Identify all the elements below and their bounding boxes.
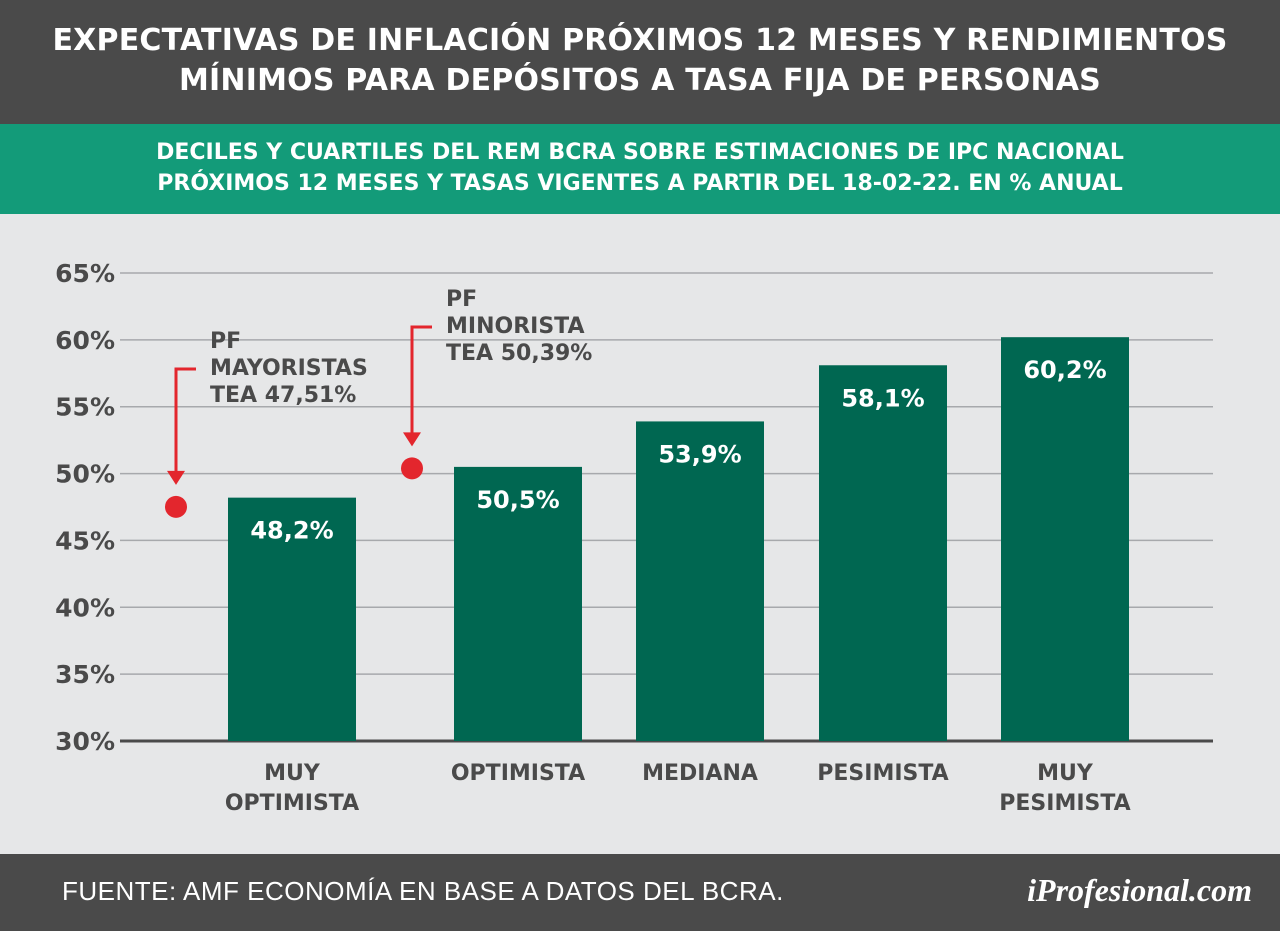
y-tick-label: 65% bbox=[55, 259, 115, 288]
bar-value-label: 58,1% bbox=[841, 384, 924, 412]
y-tick-label: 55% bbox=[55, 393, 115, 422]
bar-chart: 30% 35% 40% 45% 50% 55% 60% 65% 48,2% MUY OPTIMIST… bbox=[55, 259, 1213, 816]
y-tick-label: 50% bbox=[55, 460, 115, 489]
x-category-label: OPTIMISTA bbox=[451, 761, 585, 786]
chart-title-banner: EXPECTATIVAS DE INFLACIÓN PRÓXIMOS 12 ME… bbox=[0, 0, 1280, 124]
annotation-arrow-line bbox=[410, 325, 432, 437]
footer-bar: FUENTE: AMF ECONOMÍA EN BASE A DATOS DEL… bbox=[0, 854, 1280, 931]
plot-area: 30% 35% 40% 45% 50% 55% 60% 65% 48,2% MUY OPTIMIST… bbox=[0, 214, 1280, 854]
bar bbox=[454, 466, 582, 741]
y-tick-label: 30% bbox=[55, 727, 115, 756]
annotation-label: PF MAYORISTAS TEA 47,51% bbox=[210, 329, 368, 408]
bar-value-label: 50,5% bbox=[476, 486, 559, 514]
annotation-label: PF MINORISTA TEA 50,39% bbox=[446, 287, 592, 366]
chart-subtitle-line-2: PRÓXIMOS 12 MESES Y TASAS VIGENTES A PAR… bbox=[157, 171, 1123, 196]
bar-value-label: 60,2% bbox=[1023, 356, 1106, 384]
y-tick-label: 35% bbox=[55, 660, 115, 689]
bar bbox=[636, 421, 764, 741]
bar bbox=[228, 497, 356, 741]
chart-title-line-1: EXPECTATIVAS DE INFLACIÓN PRÓXIMOS 12 ME… bbox=[52, 23, 1228, 58]
bar bbox=[1001, 337, 1129, 741]
annotation-arrow-head bbox=[403, 432, 421, 447]
y-tick-label: 40% bbox=[55, 593, 115, 622]
chart-subtitle-banner: DECILES Y CUARTILES DEL REM BCRA SOBRE E… bbox=[0, 124, 1280, 214]
annotation-arrow-head bbox=[167, 470, 185, 485]
annotation-arrow-line bbox=[174, 367, 196, 475]
bar bbox=[819, 365, 947, 741]
y-tick-label: 45% bbox=[55, 526, 115, 555]
rate-marker-dot bbox=[401, 457, 423, 480]
x-category-label: MUY OPTIMISTA bbox=[225, 761, 359, 816]
x-category-label: MUY PESIMISTA bbox=[999, 761, 1130, 816]
chart-title-line-2: MÍNIMOS PARA DEPÓSITOS A TASA FIJA DE PE… bbox=[178, 63, 1101, 98]
brand-logo: iProfesional.com bbox=[1027, 872, 1252, 908]
bar-value-label: 48,2% bbox=[250, 517, 333, 545]
x-category-label: PESIMISTA bbox=[817, 761, 948, 786]
chart-subtitle-line-1: DECILES Y CUARTILES DEL REM BCRA SOBRE E… bbox=[156, 140, 1124, 165]
rate-marker-dot bbox=[165, 495, 187, 518]
source-note: FUENTE: AMF ECONOMÍA EN BASE A DATOS DEL… bbox=[62, 876, 784, 906]
y-tick-label: 60% bbox=[55, 326, 115, 355]
x-category-label: MEDIANA bbox=[642, 761, 758, 786]
bar-value-label: 53,9% bbox=[658, 440, 741, 468]
